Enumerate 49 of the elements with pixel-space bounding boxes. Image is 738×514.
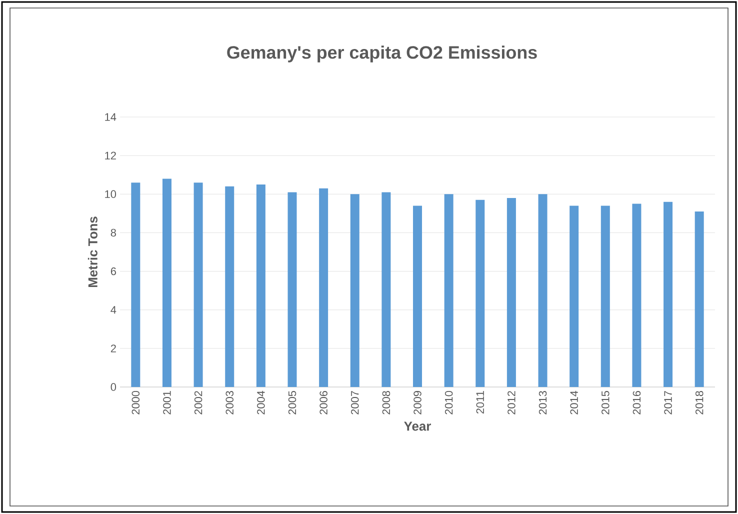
y-tick-label: 12 xyxy=(105,152,116,160)
x-tick-label: 2015 xyxy=(602,390,610,414)
bar xyxy=(413,206,422,387)
bar xyxy=(319,188,328,387)
x-tick-label: 2000 xyxy=(132,390,140,414)
bar xyxy=(131,182,140,387)
chart-title: Gemany's per capita CO2 Emissions xyxy=(227,46,537,62)
y-tick-label: 2 xyxy=(110,344,116,352)
x-tick-label: 2008 xyxy=(382,391,390,414)
y-tick-label: 10 xyxy=(105,190,116,198)
x-tick-label: 2011 xyxy=(476,391,484,414)
x-tick-label: 2003 xyxy=(226,391,234,414)
bar xyxy=(382,192,391,387)
x-tick-label: 2004 xyxy=(257,390,265,414)
bar xyxy=(694,211,704,387)
x-axis-title: Year xyxy=(404,422,431,431)
x-tick-label: 2005 xyxy=(288,390,296,414)
bar xyxy=(506,198,516,387)
bar xyxy=(225,186,234,387)
x-tick-label: 2010 xyxy=(444,390,453,414)
y-tick-label: 6 xyxy=(110,267,116,276)
bar xyxy=(256,184,266,387)
x-tick-label: 2002 xyxy=(194,391,202,414)
y-tick-label: 14 xyxy=(105,113,116,121)
bar xyxy=(664,202,673,387)
bar xyxy=(350,194,360,387)
y-tick-label: 4 xyxy=(110,306,116,314)
x-tick-label: 2016 xyxy=(632,391,641,414)
bar xyxy=(162,178,172,387)
x-tick-label: 2013 xyxy=(538,391,547,414)
bar xyxy=(570,206,579,387)
x-tick-label: 2012 xyxy=(508,391,516,414)
x-tick-label: 2007 xyxy=(351,391,359,414)
bar xyxy=(444,194,454,387)
y-tick-label: 8 xyxy=(110,228,116,237)
x-tick-label: 2001 xyxy=(163,391,171,414)
bar xyxy=(194,182,203,387)
x-tick-label: 2018 xyxy=(695,391,704,414)
y-axis-title: Metric Tons xyxy=(88,216,98,287)
x-tick-label: 2014 xyxy=(570,390,578,414)
x-tick-label: 2009 xyxy=(414,391,422,414)
bar xyxy=(288,192,297,387)
bar xyxy=(538,194,548,387)
y-tick-label: 0 xyxy=(110,383,116,391)
bar xyxy=(476,200,485,387)
x-tick-label: 2006 xyxy=(320,391,328,414)
x-tick-label: 2017 xyxy=(664,391,672,414)
bar xyxy=(600,206,610,387)
bar xyxy=(632,204,642,387)
